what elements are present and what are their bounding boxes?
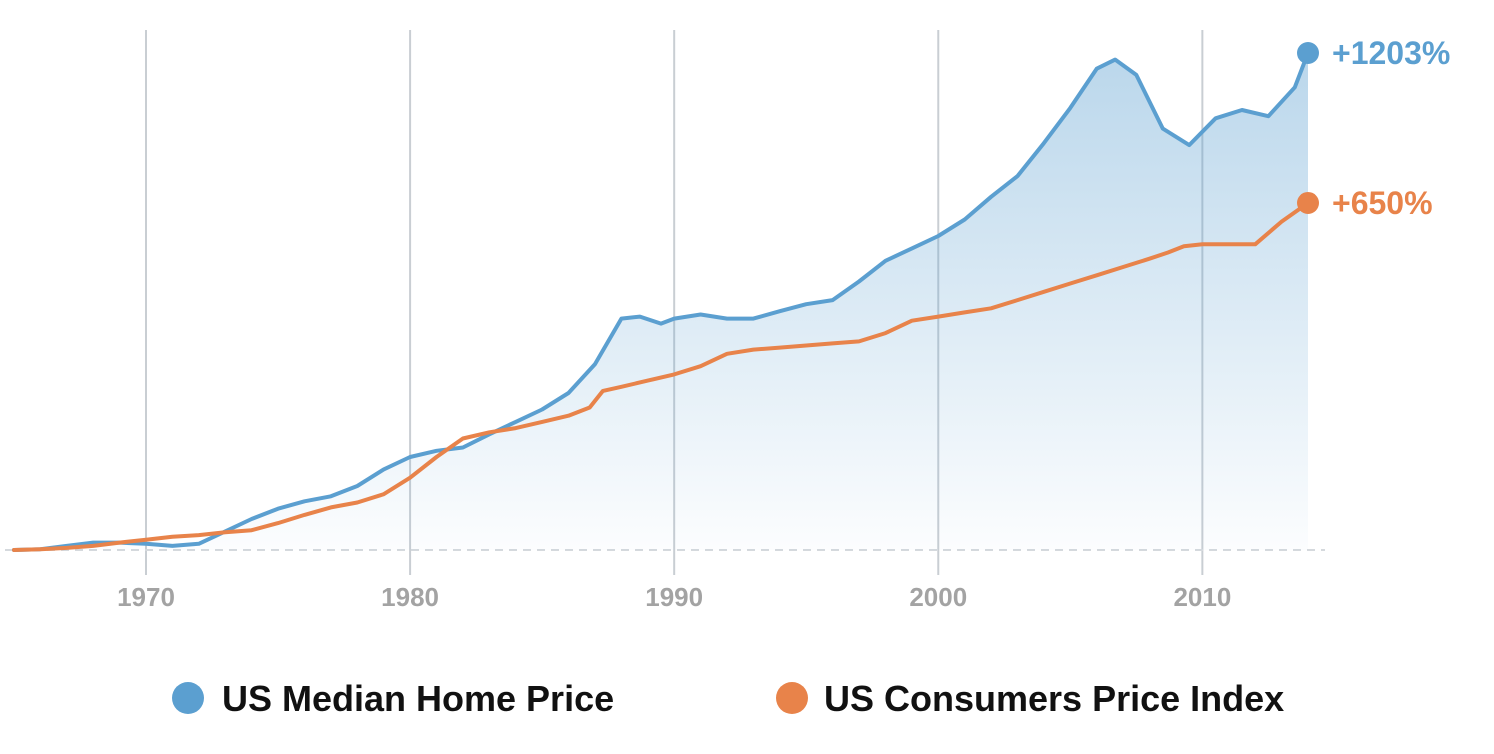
us-median-home-price-line <box>12 51 1310 552</box>
x-tick-label-2000: 2000 <box>909 582 967 612</box>
x-axis-ticks: 1970 1980 1990 2000 2010 <box>117 582 1231 612</box>
us-median-home-price-end-label: +1203% <box>1332 35 1450 71</box>
legend-swatch-us-consumers-price-index <box>776 682 808 714</box>
us-median-home-price-end-marker <box>1297 42 1319 64</box>
area-layer <box>13 53 1308 550</box>
us-median-home-price-area <box>13 53 1308 550</box>
legend-swatch-us-median-home-price <box>172 682 204 714</box>
legend-label-us-median-home-price: US Median Home Price <box>222 678 614 719</box>
marker-layer: +1203% +650% <box>1297 35 1450 221</box>
x-tick-label-1970: 1970 <box>117 582 175 612</box>
x-tick-label-1990: 1990 <box>645 582 703 612</box>
legend: US Median Home Price US Consumers Price I… <box>172 678 1284 719</box>
legend-label-us-consumers-price-index: US Consumers Price Index <box>824 678 1284 719</box>
us-consumers-price-index-line <box>12 201 1310 552</box>
x-tick-label-2010: 2010 <box>1173 582 1231 612</box>
us-consumers-price-index-end-label: +650% <box>1332 185 1433 221</box>
x-tick-label-1980: 1980 <box>381 582 439 612</box>
us-consumers-price-index-end-marker <box>1297 191 1319 214</box>
line-layer <box>12 51 1310 552</box>
